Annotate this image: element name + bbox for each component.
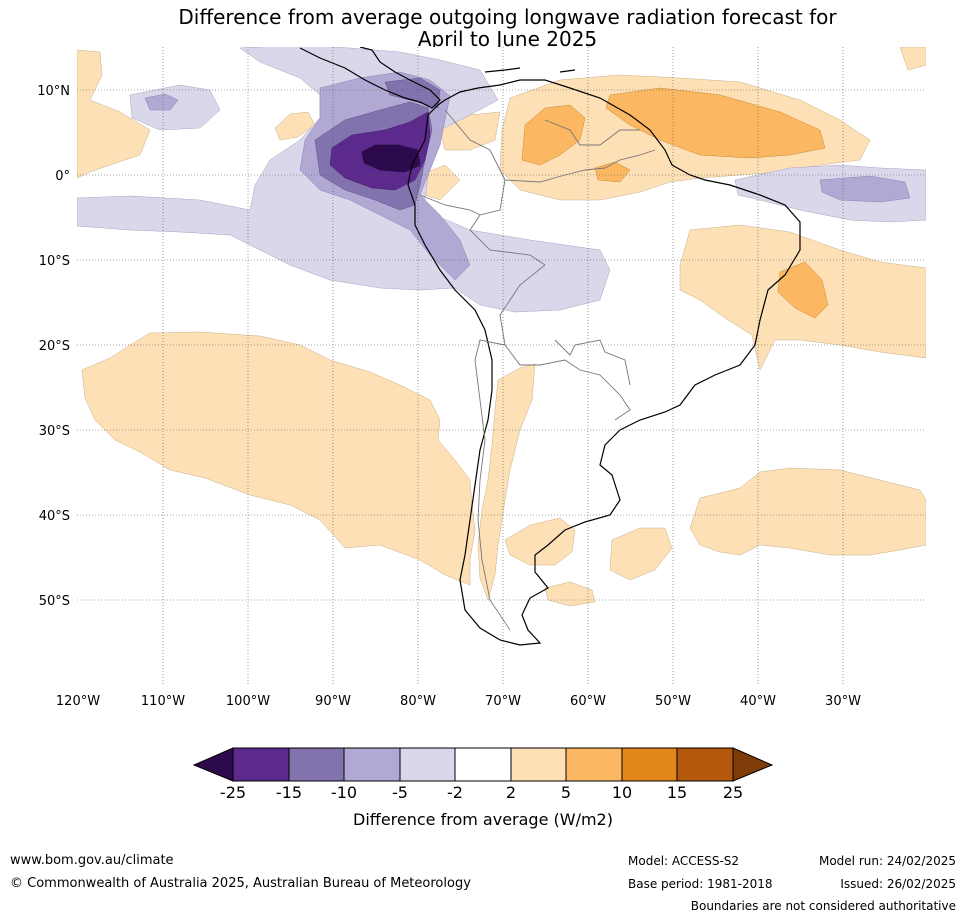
boundaries-disclaimer: Boundaries are not considered authoritat… [690,899,956,913]
colorbar-tick: -15 [276,783,302,802]
anomaly-region-guiana [521,104,586,166]
colorbar-tick: -10 [331,783,357,802]
colorbar-swatch-pos10 [621,747,678,782]
colorbar: -25 -15 -10 -5 -2 2 5 10 15 25 Differenc… [192,747,774,829]
colorbar-swatch-neg5 [343,747,401,782]
anomaly-region-atlantic-core [605,87,826,159]
anomaly-region-atlantic-small [819,175,911,203]
lon-label-80w: 80°W [400,694,436,709]
anomaly-region-south-atlantic-west [609,527,673,581]
lat-label-20s: 20°S [39,339,70,354]
anomaly-region-northeast-corner [899,47,926,71]
lon-label-30w: 30°W [825,694,861,709]
lon-label-100w: 100°W [226,694,270,709]
colorbar-tick: 5 [561,783,571,802]
map-gridlines [77,47,926,685]
website-link[interactable]: www.bom.gov.au/climate [10,853,174,868]
colorbar-tick: 25 [723,783,743,802]
anomaly-region-amazon-north [594,161,631,183]
south-america-coastline [407,79,801,646]
base-period: Base period: 1981-2018 [628,877,773,891]
caribbean-islands [484,67,576,73]
colorbar-ticks: -25 -15 -10 -5 -2 2 5 10 15 25 [220,783,743,802]
anomaly-region-pacific-west [77,49,151,179]
lat-label-0: 0° [55,169,70,184]
colorbar-swatch-pos15 [676,747,734,782]
lon-label-120w: 120°W [56,694,100,709]
colorbar-swatch-neg15 [232,747,290,782]
chart-title-line-1: Difference from average outgoing longwav… [178,5,837,29]
anomaly-region-strongest [361,144,421,173]
anomaly-region-south-atlantic [689,467,926,556]
anomaly-region-patagonia-shelf [504,517,576,566]
country-borders [419,109,656,631]
anomaly-region-central-america [384,77,441,109]
map-plot-area [77,47,926,685]
colorbar-extend-high [732,747,774,782]
colorbar-swatch-pos2 [510,747,567,782]
lat-label-30s: 30°S [39,424,70,439]
lat-label-10s: 10°S [39,254,70,269]
colorbar-swatch-pos5 [565,747,623,782]
central-america-coastline [299,47,441,109]
colorbar-swatch-neg10 [288,747,345,782]
lon-label-50w: 50°W [655,694,691,709]
anomaly-region-pacific-small-purple [144,93,179,111]
lon-label-60w: 60°W [570,694,606,709]
lat-label-40s: 40°S [39,509,70,524]
colorbar-tick: -5 [392,783,408,802]
issued-date: Issued: 26/02/2025 [840,877,956,891]
anomaly-region-southeast-pacific [81,331,476,586]
model-run-date: Model run: 24/02/2025 [818,854,956,868]
colorbar-extend-low [192,747,234,782]
lon-label-70w: 70°W [485,694,521,709]
anomaly-region-argentina [477,363,536,601]
lat-label-10n: 10°N [37,84,70,99]
copyright-notice: © Commonwealth of Australia 2025, Austra… [10,876,471,891]
lat-label-50s: 50°S [39,594,70,609]
colorbar-tick: -25 [220,783,246,802]
colorbar-label: Difference from average (W/m2) [353,810,613,829]
chart-title-line-2: April to June 2025 [417,27,598,51]
colorbar-tick: 10 [612,783,632,802]
lon-label-90w: 90°W [315,694,351,709]
lon-label-110w: 110°W [141,694,185,709]
colorbar-tick: 15 [667,783,687,802]
longitude-labels: 120°W 110°W 100°W 90°W 80°W 70°W 60°W 50… [56,694,861,709]
lon-label-40w: 40°W [740,694,776,709]
colorbar-swatch-neutral [454,747,512,782]
latitude-labels: 10°N 0° 10°S 20°S 30°S 40°S 50°S [37,84,70,609]
colorbar-tick: 2 [506,783,516,802]
anomaly-region-brazil-east [777,261,829,319]
model-name: Model: ACCESS-S2 [628,854,740,868]
colorbar-swatch-neg2 [399,747,456,782]
colorbar-tick: -2 [447,783,463,802]
